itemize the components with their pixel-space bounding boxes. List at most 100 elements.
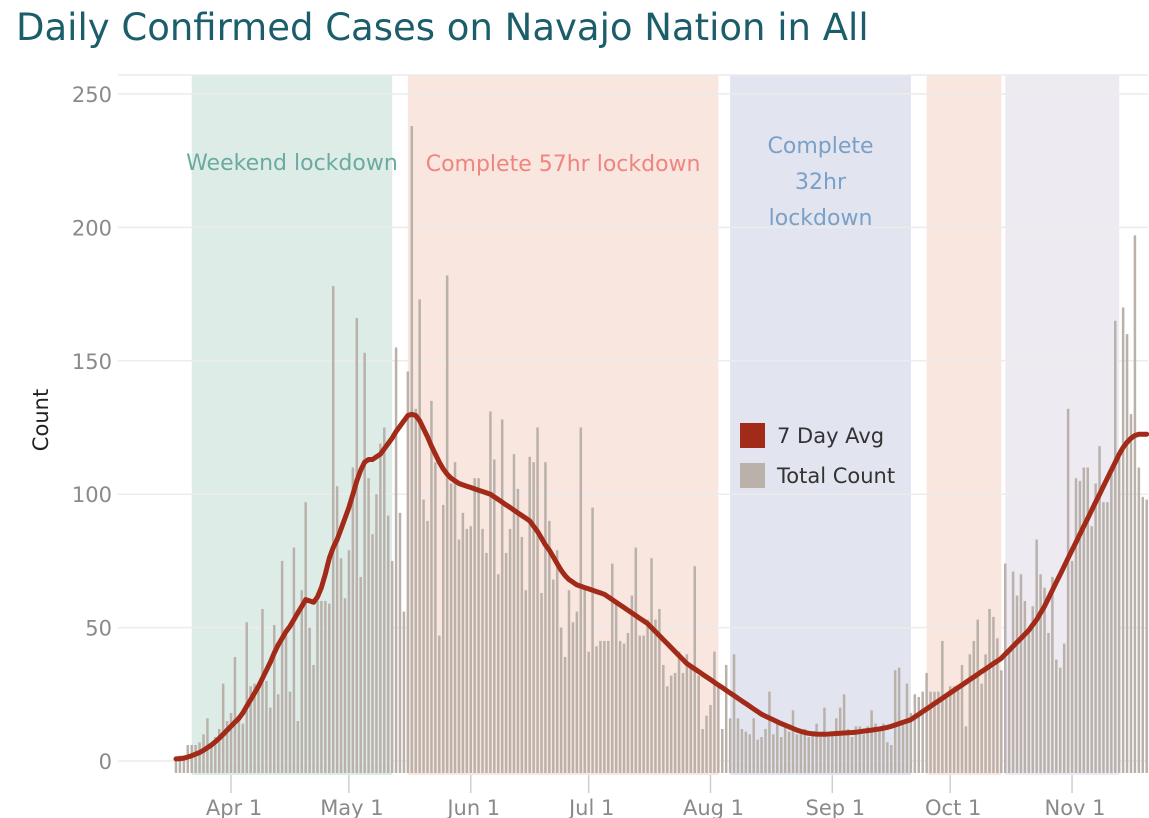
- bar: [335, 486, 339, 773]
- bar: [273, 624, 276, 773]
- bar: [760, 736, 763, 773]
- bar: [1114, 320, 1117, 773]
- x-tick-label: Oct 1: [925, 796, 981, 818]
- bar: [1051, 576, 1054, 773]
- bar: [685, 654, 689, 773]
- bar: [713, 651, 716, 773]
- bar: [776, 720, 779, 773]
- bar: [626, 632, 630, 773]
- bar: [666, 686, 669, 773]
- bar: [658, 608, 661, 773]
- region-layer: [191, 75, 1120, 775]
- bar: [1027, 630, 1031, 773]
- bar: [261, 608, 264, 773]
- bar: [599, 640, 602, 773]
- bar: [312, 664, 315, 773]
- bar: [296, 720, 300, 773]
- bar: [481, 528, 484, 773]
- bar: [418, 299, 421, 773]
- bar: [414, 408, 417, 773]
- bar: [1062, 643, 1066, 773]
- bar: [434, 462, 437, 773]
- bar: [732, 654, 736, 773]
- bar: [194, 744, 197, 773]
- bar: [1023, 600, 1027, 773]
- bar: [453, 462, 457, 773]
- bar: [497, 574, 500, 773]
- bar: [870, 710, 873, 773]
- bar: [316, 600, 319, 773]
- bar: [595, 646, 598, 773]
- bar: [1015, 595, 1019, 773]
- bar: [1035, 539, 1038, 773]
- bar: [1078, 480, 1082, 773]
- bar: [634, 547, 638, 773]
- bar: [257, 683, 260, 773]
- bar: [1074, 478, 1078, 773]
- bar: [862, 734, 865, 773]
- bar: [752, 718, 755, 773]
- bar: [524, 590, 528, 773]
- bar: [1098, 446, 1101, 773]
- bar: [441, 504, 445, 773]
- bar: [811, 731, 814, 773]
- bar: [815, 723, 818, 773]
- bar: [398, 512, 402, 773]
- bar: [198, 742, 201, 773]
- bar: [379, 443, 382, 773]
- bar: [245, 622, 248, 773]
- bar: [300, 590, 304, 773]
- bar: [838, 707, 842, 773]
- bar: [410, 126, 414, 774]
- bar: [587, 651, 590, 773]
- bar: [689, 664, 693, 773]
- bar: [618, 640, 622, 773]
- bar: [406, 371, 410, 773]
- legend-label: Total Count: [776, 464, 895, 488]
- bar: [1121, 307, 1125, 773]
- bar: [583, 587, 586, 773]
- bar: [579, 427, 583, 773]
- bar: [897, 667, 901, 773]
- bar: [1055, 659, 1058, 773]
- bar: [1000, 670, 1003, 773]
- bar: [772, 734, 775, 773]
- bar: [343, 598, 347, 773]
- bar: [937, 691, 940, 773]
- bar: [921, 691, 924, 773]
- bar: [929, 691, 932, 773]
- bar: [1117, 454, 1121, 773]
- y-tick-label: 100: [72, 483, 112, 507]
- y-tick-label: 200: [72, 216, 112, 240]
- bar: [945, 694, 948, 773]
- bar: [925, 672, 928, 773]
- y-tick-label: 150: [72, 350, 112, 374]
- bar: [854, 726, 858, 773]
- bar: [489, 411, 492, 773]
- bar: [964, 726, 968, 773]
- bar: [603, 640, 606, 773]
- bar: [461, 512, 465, 773]
- bar: [174, 758, 178, 773]
- bar: [681, 672, 685, 773]
- bar: [504, 552, 508, 773]
- bar: [449, 483, 453, 773]
- bar: [799, 731, 803, 773]
- bar: [952, 686, 956, 773]
- bar: [768, 691, 771, 773]
- bar: [744, 731, 748, 773]
- legend: 7 Day Avg Total Count: [740, 423, 895, 488]
- bar: [807, 736, 810, 773]
- bar: [430, 400, 433, 773]
- bar: [217, 728, 221, 773]
- bar: [677, 651, 681, 773]
- bar: [528, 456, 531, 773]
- bar: [905, 683, 909, 773]
- bar: [1019, 574, 1023, 773]
- bar: [992, 616, 995, 773]
- bar: [559, 627, 563, 773]
- bar: [532, 462, 535, 773]
- bar: [178, 755, 182, 773]
- bar: [1125, 334, 1129, 773]
